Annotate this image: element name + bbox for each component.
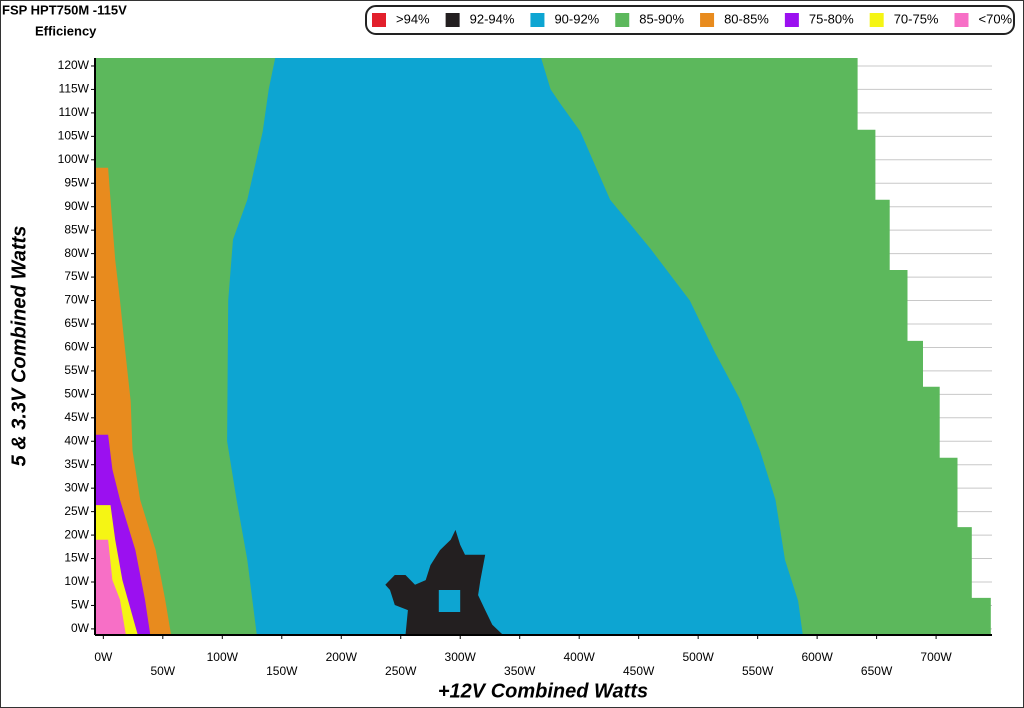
y-tick-label: 120W: [58, 58, 90, 72]
x-tick-label: 600W: [801, 650, 833, 664]
x-tick-label: 400W: [564, 650, 596, 664]
legend-swatch: [700, 13, 715, 27]
legend-swatch: [784, 13, 799, 27]
legend-label: 70-75%: [894, 11, 939, 26]
y-tick-label: 30W: [64, 480, 89, 494]
y-tick-label: 110W: [59, 105, 90, 119]
legend-swatch: [869, 13, 884, 27]
x-tick-label: 200W: [326, 650, 358, 664]
y-tick-label: 15W: [64, 551, 89, 565]
x-tick-label: 300W: [445, 650, 477, 664]
x-tick-label: 650W: [861, 664, 893, 678]
legend-swatch: [615, 13, 630, 27]
y-tick-label: 0W: [71, 621, 90, 635]
legend-swatch: [445, 13, 460, 27]
y-tick-label: 25W: [64, 504, 89, 518]
chart-subtitle: Efficiency: [35, 23, 97, 38]
y-tick-label: 90W: [64, 199, 89, 213]
y-tick-label: 60W: [64, 340, 89, 354]
y-tick-label: 40W: [64, 433, 89, 447]
x-tick-label: 550W: [742, 664, 774, 678]
plot-area: [95, 58, 992, 636]
y-tick-label: 35W: [64, 457, 89, 471]
efficiency-region: [385, 529, 504, 635]
legend-label: 90-92%: [554, 11, 599, 26]
x-tick-label: 50W: [150, 664, 175, 678]
x-tick-label: 500W: [682, 650, 714, 664]
legend-label: >94%: [396, 11, 430, 26]
x-tick-label: 0W: [94, 650, 113, 664]
x-axis-title: +12V Combined Watts: [438, 680, 648, 702]
y-tick-label: 115W: [59, 82, 90, 96]
legend-label: 92-94%: [470, 11, 515, 26]
legend-box: [365, 5, 1015, 35]
y-tick-label: 65W: [64, 316, 89, 330]
y-tick-label: 105W: [58, 129, 90, 143]
x-tick-label: 250W: [385, 664, 417, 678]
y-tick-label: 70W: [64, 293, 89, 307]
y-tick-label: 5W: [71, 598, 90, 612]
y-tick-label: 85W: [64, 222, 89, 236]
y-tick-label: 50W: [64, 387, 89, 401]
x-tick-label: 100W: [207, 650, 239, 664]
legend-label: 75-80%: [809, 11, 854, 26]
legend: >94% 92-94% 90-92% 85-90% 80-85% 75-80% 70-75%…: [372, 11, 1013, 27]
legend-label: <70%: [979, 11, 1013, 26]
x-tick-label: 150W: [266, 664, 298, 678]
legend-label: 85-90%: [639, 11, 684, 26]
legend-swatch: [954, 13, 969, 27]
x-tick-label: 350W: [504, 664, 536, 678]
y-axis-title: 5 & 3.3V Combined Watts: [8, 226, 30, 467]
legend-swatch: [530, 13, 545, 27]
y-tick-label: 10W: [64, 574, 89, 588]
efficiency-region: [95, 539, 126, 635]
y-tick-label: 100W: [58, 152, 90, 166]
chart-title: FSP HPT750M -115V: [2, 2, 127, 17]
efficiency-region: [227, 58, 803, 635]
y-tick-label: 80W: [64, 246, 89, 260]
y-tick-label: 75W: [64, 269, 89, 283]
x-tick-label: 700W: [920, 650, 952, 664]
legend-swatch: [372, 13, 386, 27]
legend-label: 80-85%: [724, 11, 769, 26]
x-tick-label: 450W: [623, 664, 655, 678]
y-tick-label: 55W: [64, 363, 89, 377]
y-tick-label: 20W: [64, 527, 89, 541]
y-tick-label: 95W: [64, 175, 89, 189]
y-tick-label: 45W: [64, 410, 89, 424]
